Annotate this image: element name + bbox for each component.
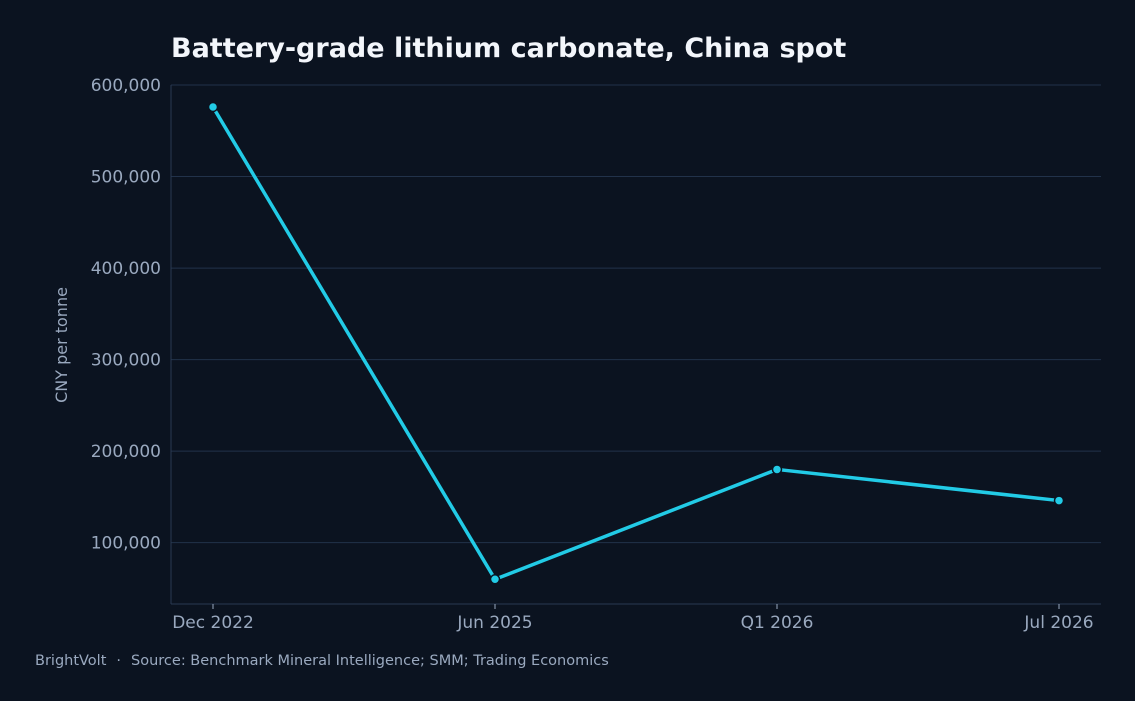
series-layer	[207, 101, 1065, 585]
axes	[170, 85, 1101, 609]
y-axis-label: CNY per tonne	[52, 287, 71, 403]
footer-credit: BrightVolt · Source: Benchmark Mineral Int…	[35, 653, 609, 669]
x-tick-label: Dec 2022	[172, 613, 254, 633]
y-tick-label: 200,000	[91, 442, 161, 462]
tick-labels: 100,000 200,000 300,000 400,000 500,000 600,0…	[91, 76, 1094, 633]
y-tick-label: 300,000	[91, 351, 161, 371]
y-tick-label: 100,000	[91, 534, 161, 554]
footer-separator: ·	[116, 653, 121, 669]
y-tick-label: 500,000	[91, 168, 161, 188]
gridlines	[171, 84, 1101, 544]
chart-title: Battery-grade lithium carbonate, China s…	[171, 33, 846, 64]
data-point	[207, 101, 219, 113]
footer-source: Source: Benchmark Mineral Intelligence; …	[131, 653, 609, 669]
x-tick-label: Q1 2026	[741, 613, 814, 633]
y-tick-label: 400,000	[91, 259, 161, 279]
data-point	[1053, 495, 1065, 506]
x-tick-label: Jun 2025	[456, 613, 532, 633]
data-point	[489, 574, 501, 585]
y-tick-label: 600,000	[91, 76, 161, 96]
data-point	[771, 464, 783, 475]
footer-brand: BrightVolt	[35, 653, 107, 669]
series-line	[211, 105, 1061, 582]
x-tick-label: Jul 2026	[1023, 613, 1093, 633]
